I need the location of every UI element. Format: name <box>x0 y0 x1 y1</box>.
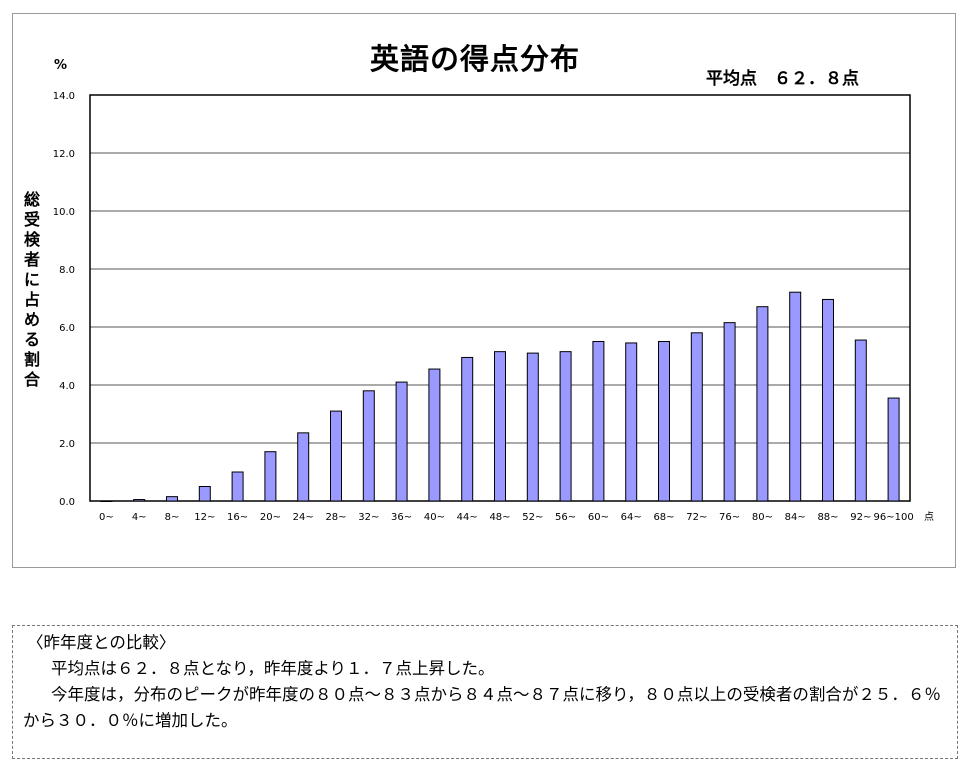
x-tick-label: 28~ <box>325 512 346 523</box>
x-tick-label: 80~ <box>752 512 773 523</box>
bar <box>789 291 802 502</box>
y-tick-label: 6.0 <box>59 323 75 334</box>
x-tick-label: 8~ <box>165 512 180 523</box>
x-tick-label: 32~ <box>358 512 379 523</box>
x-tick-label: 0~ <box>99 512 114 523</box>
bar <box>526 352 539 502</box>
x-tick-label: 96~100 <box>873 512 913 523</box>
bar <box>330 410 342 502</box>
bar <box>559 351 572 502</box>
bar <box>166 496 178 502</box>
y-tick-label: 2.0 <box>59 439 75 450</box>
y-axis-ticks: 0.0 2.0 4.0 6.0 8.0 10.0 12.0 14.0 <box>53 91 75 508</box>
y-tick-label: 10.0 <box>53 207 75 218</box>
comment-line-2: 今年度は，分布のピークが昨年度の８０点～８３点から８４点～８７点に移り，８０点以… <box>23 685 941 730</box>
x-tick-label: 4~ <box>132 512 147 523</box>
bar <box>658 341 670 502</box>
x-tick-label: 68~ <box>653 512 674 523</box>
x-tick-label: 40~ <box>424 512 445 523</box>
bar <box>822 298 834 502</box>
x-tick-label: 64~ <box>621 512 642 523</box>
y-tick-label: 14.0 <box>53 91 75 102</box>
x-tick-label: 48~ <box>489 512 510 523</box>
y-tick-label: 8.0 <box>59 265 75 276</box>
x-tick-label: 56~ <box>555 512 576 523</box>
y-axis-title: 総受検者に占める割合 <box>23 190 40 389</box>
x-tick-label: 72~ <box>686 512 707 523</box>
mean-score-label: 平均点 ６２．８点 <box>706 69 859 89</box>
gridlines <box>90 152 910 444</box>
x-tick-label: 12~ <box>194 512 215 523</box>
comment-box: 〈昨年度との比較〉 平均点は６２．８点となり，昨年度より１．７点上昇した。 今年… <box>12 625 958 759</box>
bar <box>756 306 769 502</box>
bar <box>887 397 900 502</box>
bar <box>592 341 605 502</box>
x-tick-label: 16~ <box>227 512 248 523</box>
x-tick-label: 88~ <box>817 512 838 523</box>
bar <box>723 322 736 502</box>
y-axis-unit: % <box>54 58 68 73</box>
x-tick-label: 20~ <box>260 512 281 523</box>
x-tick-label: 92~ <box>850 512 871 523</box>
bar <box>625 342 638 502</box>
bar <box>428 368 441 502</box>
bar <box>690 332 703 502</box>
x-axis-ticks: 0~ 4~ 8~ 12~ 16~ 20~ 24~ 28~ 32~ 36~ 40~ 44~ 48~ 52~ 5… <box>99 511 934 523</box>
bar <box>461 356 474 502</box>
x-tick-label: 76~ <box>719 512 740 523</box>
bar <box>362 390 375 502</box>
x-unit-suffix: 点 <box>924 511 934 523</box>
bar <box>264 451 277 502</box>
comment-line-1: 平均点は６２．８点となり，昨年度より１．７点上昇した。 <box>51 659 495 678</box>
bar <box>854 339 867 502</box>
bar <box>100 500 113 502</box>
bar <box>297 432 310 502</box>
chart-frame <box>12 13 956 568</box>
y-tick-label: 12.0 <box>53 149 75 160</box>
x-tick-label: 52~ <box>522 512 543 523</box>
x-tick-label: 60~ <box>588 512 609 523</box>
chart-title: 英語の得点分布 <box>370 42 581 76</box>
y-tick-label: 0.0 <box>59 497 75 508</box>
bar <box>198 486 211 502</box>
x-tick-label: 24~ <box>293 512 314 523</box>
comment-heading: 〈昨年度との比較〉 <box>27 633 176 652</box>
y-tick-label: 4.0 <box>59 381 75 392</box>
bar <box>133 499 146 502</box>
x-tick-label: 36~ <box>391 512 412 523</box>
bar-chart: 0.0 2.0 4.0 6.0 8.0 10.0 12.0 14.0 0~ 4~ 8~ 12~ 16~… <box>53 91 934 523</box>
x-tick-label: 44~ <box>457 512 478 523</box>
bar <box>231 471 244 502</box>
bars <box>100 291 900 502</box>
bar <box>494 351 506 502</box>
x-tick-label: 84~ <box>785 512 806 523</box>
bar <box>395 381 408 502</box>
